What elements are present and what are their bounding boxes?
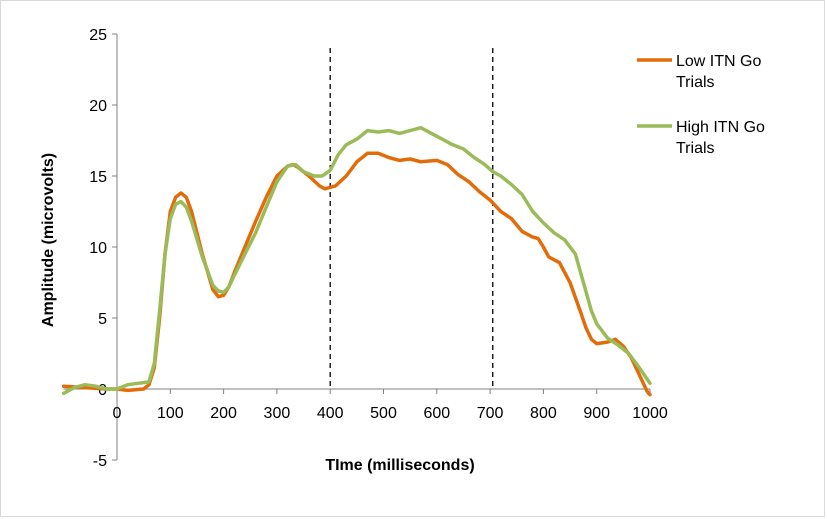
y-tick-label: 25 — [89, 27, 107, 44]
y-tick-label: 10 — [89, 240, 107, 257]
x-tick-label: 400 — [317, 405, 344, 422]
legend-label: Low ITN Go Trials — [676, 53, 761, 91]
legend-label: High ITN Go Trials — [676, 119, 765, 157]
axes — [63, 33, 651, 461]
legend: Low ITN Go Trials High ITN Go Trials — [637, 53, 765, 157]
x-tick-label: 100 — [157, 405, 184, 422]
series-line-high-itn — [61, 125, 652, 396]
x-tick-label: 0 — [113, 405, 122, 422]
y-tick-label: -5 — [93, 453, 107, 470]
x-tick-label: 500 — [370, 405, 397, 422]
x-tick-label: 800 — [530, 405, 557, 422]
x-tick-label: 1000 — [632, 405, 668, 422]
y-axis-title: Amplitude (microvolts) — [40, 153, 57, 327]
x-tick-label: 300 — [264, 405, 291, 422]
x-tick-label: 900 — [583, 405, 610, 422]
y-tick-label: 15 — [89, 169, 107, 186]
reference-lines — [329, 48, 494, 389]
series-line-low-itn — [61, 151, 652, 397]
y-tick-label: 20 — [89, 98, 107, 115]
y-tick-label: 5 — [98, 311, 107, 328]
x-axis-title: TIme (milliseconds) — [325, 457, 474, 474]
series-lines — [61, 125, 652, 397]
x-tick-label: 200 — [210, 405, 237, 422]
x-tick-label: 700 — [477, 405, 504, 422]
x-tick-label: 600 — [423, 405, 450, 422]
